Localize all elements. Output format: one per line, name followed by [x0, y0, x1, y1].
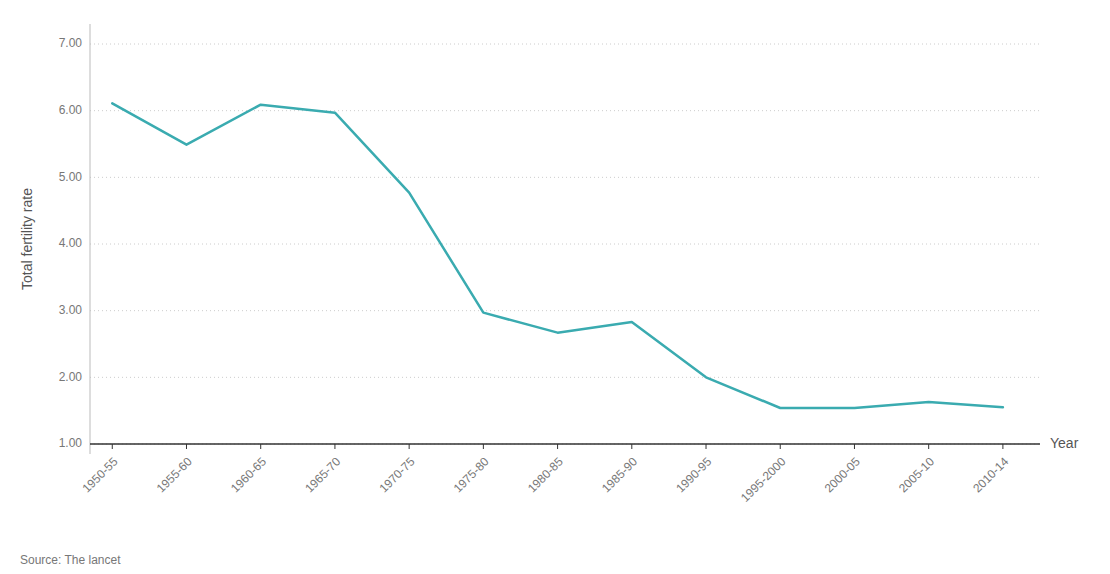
x-tick-label: 1985-90 — [599, 454, 640, 495]
data-line — [112, 103, 1003, 408]
x-tick — [631, 444, 632, 449]
y-axis-label: Total fertility rate — [19, 188, 35, 290]
x-tick — [1002, 444, 1003, 449]
grid-line — [90, 444, 1040, 445]
x-tick-label: 1995-2000 — [738, 454, 789, 505]
x-tick — [409, 444, 410, 449]
x-tick-label: 2000-05 — [822, 454, 863, 495]
x-tick — [186, 444, 187, 449]
x-tick — [483, 444, 484, 449]
x-tick — [706, 444, 707, 449]
x-tick-label: 2005-10 — [896, 454, 937, 495]
grid-line — [90, 177, 1040, 178]
x-tick-label: 1975-80 — [451, 454, 492, 495]
y-tick-label: 6.00 — [59, 103, 83, 117]
x-axis-label: Year — [1050, 435, 1079, 451]
plot-area — [112, 103, 1003, 408]
chart: 1.00 2.00 3.00 4.00 5.00 6.00 7.00 1950-55 1955-… — [0, 0, 1110, 574]
x-tick-label: 1960-65 — [228, 454, 269, 495]
x-tick — [334, 444, 335, 449]
x-tick — [780, 444, 781, 449]
x-tick — [112, 444, 113, 449]
x-tick — [557, 444, 558, 449]
grid-line — [90, 110, 1040, 111]
x-tick-label: 1990-95 — [673, 454, 714, 495]
y-axis-line — [90, 24, 91, 454]
y-tick-label: 5.00 — [59, 170, 83, 184]
grid-line — [90, 377, 1040, 378]
grid-line — [90, 244, 1040, 245]
y-tick-label: 2.00 — [59, 370, 83, 384]
x-axis-line — [90, 443, 1040, 445]
y-tick-label: 4.00 — [59, 236, 83, 250]
x-tick — [854, 444, 855, 449]
grid-line — [90, 310, 1040, 311]
x-tick-label: 1970-75 — [376, 454, 417, 495]
x-tick — [260, 444, 261, 449]
source-note: Source: The lancet — [20, 553, 121, 567]
x-tick — [928, 444, 929, 449]
y-tick-label: 3.00 — [59, 303, 83, 317]
x-tick-label: 1955-60 — [154, 454, 195, 495]
x-tick-label: 1980-85 — [525, 454, 566, 495]
x-tick-label: 2010-14 — [970, 454, 1011, 495]
x-tick-label: 1950-55 — [80, 454, 121, 495]
x-tick-label: 1965-70 — [302, 454, 343, 495]
grid-line — [90, 44, 1040, 45]
y-tick-label: 7.00 — [59, 36, 83, 50]
y-tick-label: 1.00 — [59, 436, 83, 450]
